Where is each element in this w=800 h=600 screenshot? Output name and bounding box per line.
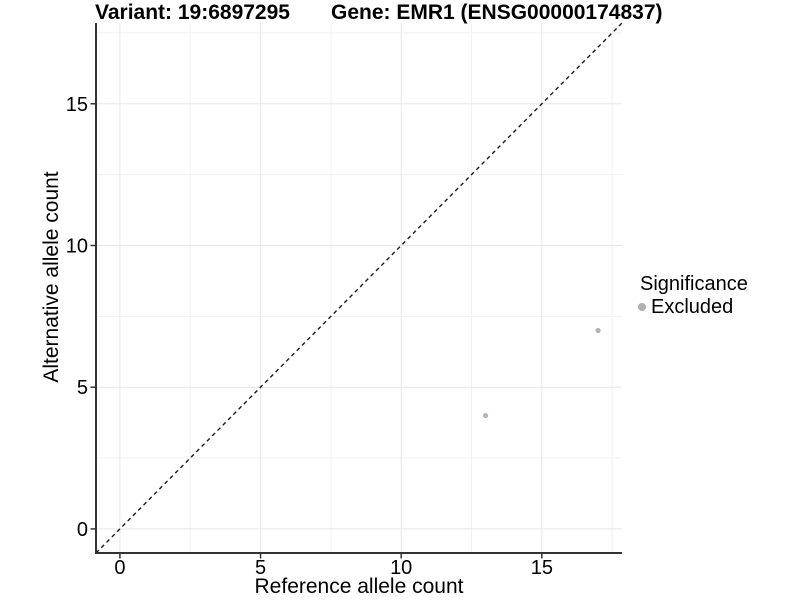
x-tick-label: 10 <box>390 557 412 579</box>
y-tick-label: 10 <box>66 235 88 257</box>
x-tick-label: 5 <box>255 557 266 579</box>
x-tick-label: 15 <box>531 557 553 579</box>
gene-title: Gene: EMR1 (ENSG00000174837) <box>331 1 663 24</box>
variant-title: Variant: 19:6897295 <box>95 1 290 24</box>
y-axis-title: Alternative allele count <box>40 171 63 383</box>
legend-entry-label: Excluded <box>651 296 734 318</box>
data-point <box>482 412 489 419</box>
y-tick-label: 5 <box>77 377 88 399</box>
legend-entry-excluded: Excluded <box>638 296 748 318</box>
legend-title: Significance <box>640 273 748 295</box>
identity-line <box>95 22 623 554</box>
excluded-point-icon <box>638 303 646 311</box>
data-point <box>595 327 601 334</box>
y-tick-label: 15 <box>66 94 88 116</box>
legend: Significance Excluded <box>638 273 748 318</box>
x-tick-label: 0 <box>114 557 125 579</box>
x-axis-title: Reference allele count <box>254 575 464 598</box>
y-tick-label: 0 <box>77 519 88 541</box>
